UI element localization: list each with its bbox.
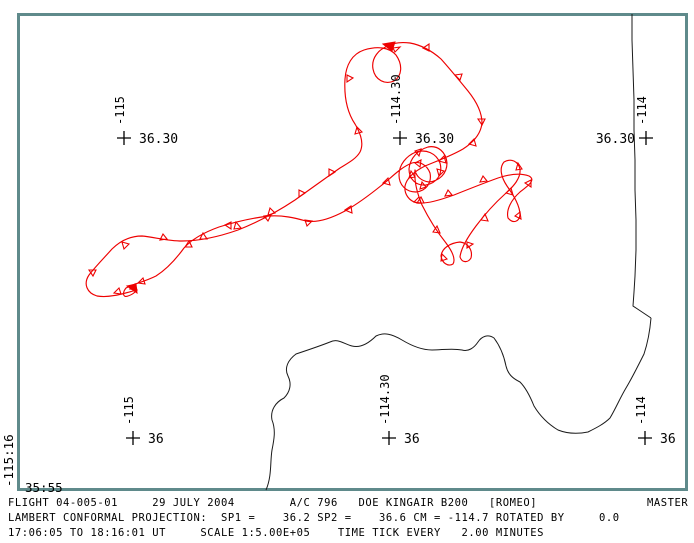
tick-sw-lat-label: 36: [148, 432, 164, 447]
corner-left-longitude-label: -115:16: [1, 434, 16, 487]
graticule-tick-s: -114.30 36: [378, 374, 420, 447]
tick-n-lat-label: 36.30: [415, 132, 454, 147]
time-tick-arrowheads: [87, 42, 532, 295]
tick-nw-lat-label: 36.30: [139, 132, 178, 147]
map-canvas: -115 36.30 -114.30 36.30 -114 36.30 -115…: [17, 13, 688, 491]
footer-time-scale-line: 17:06:05 TO 18:16:01 UT SCALE 1:5.00E+05…: [8, 527, 544, 539]
tick-nw-lon-label: -115: [113, 96, 127, 125]
flight-track-line: [85, 42, 533, 298]
tick-ne-lat-label: 36.30: [596, 132, 635, 147]
tick-n-lon-label: -114.30: [389, 74, 403, 125]
flight-track-group: [85, 41, 533, 298]
map-plot-frame: -115 36.30 -114.30 36.30 -114 36.30 -115…: [17, 13, 688, 491]
graticule-tick-n: -114.30 36.30: [389, 74, 454, 147]
lake-mead-shoreline: [265, 317, 652, 491]
state-border-line: [631, 14, 652, 319]
graticule-tick-se: -114 36: [634, 396, 676, 447]
graticule-tick-nw: -115 36.30: [113, 96, 178, 147]
tick-se-lat-label: 36: [660, 432, 676, 447]
tick-s-lon-label: -114.30: [378, 374, 392, 425]
graticule-tick-sw: -115 36: [122, 396, 164, 447]
track-turnaround-marker: [125, 283, 138, 295]
footer-flight-info-line: FLIGHT 04-005-01 29 JULY 2004 A/C 796 DO…: [8, 497, 689, 509]
track-start-marker: [381, 41, 396, 52]
plot-footer: FLIGHT 04-005-01 29 JULY 2004 A/C 796 DO…: [8, 497, 694, 543]
footer-projection-line: LAMBERT CONFORMAL PROJECTION: SP1 = 36.2…: [8, 512, 620, 524]
tick-ne-lon-label: -114: [635, 96, 649, 125]
plot-border: [17, 13, 688, 491]
tick-s-lat-label: 36: [404, 432, 420, 447]
tick-sw-lon-label: -115: [122, 396, 136, 425]
graticule-tick-ne: -114 36.30: [596, 96, 653, 147]
tick-se-lon-label: -114: [634, 396, 648, 425]
